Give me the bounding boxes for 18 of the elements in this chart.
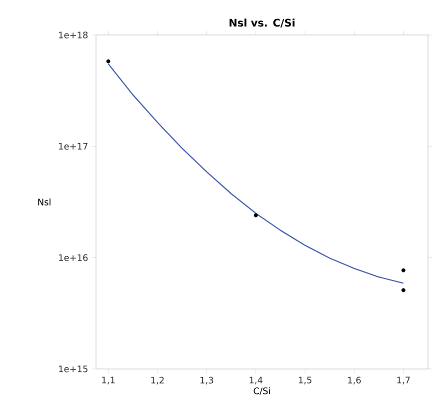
y-tick-label: 1e+17 [59, 142, 88, 150]
x-tick-label: 1,7 [397, 376, 410, 384]
x-axis-title: C/Si [254, 387, 270, 395]
x-tick-label: 1,3 [200, 376, 214, 384]
chart-title: Nsl vs. C/Si [230, 18, 294, 28]
x-tick-label: 1,4 [250, 376, 262, 384]
x-tick-label: 1,6 [348, 376, 361, 384]
point [401, 268, 406, 272]
y-axis-title: Nsl [38, 198, 50, 206]
y-tick-label: 1e+16 [59, 254, 88, 262]
y-tick-label: 1e+15 [59, 366, 88, 372]
point [401, 288, 406, 292]
point [106, 59, 110, 64]
x-tick-label: 1,1 [102, 376, 115, 384]
x-tick-label: 1,5 [298, 376, 312, 384]
x-tick-label: 1,2 [151, 376, 164, 384]
point [254, 213, 258, 218]
y-tick-label: 1e+18 [59, 32, 88, 38]
